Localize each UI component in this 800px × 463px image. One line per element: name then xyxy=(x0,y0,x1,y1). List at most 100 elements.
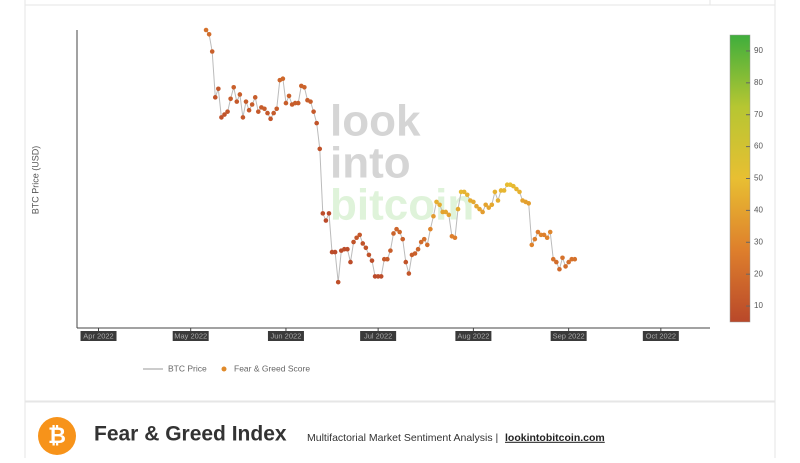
watermark-text: look xyxy=(330,97,421,146)
x-tick-label-bg xyxy=(80,331,117,341)
x-tick-label: May 2022 xyxy=(174,331,207,340)
legend-label: BTC Price xyxy=(168,363,207,373)
score-point xyxy=(317,146,323,152)
score-point xyxy=(535,229,541,235)
score-point xyxy=(369,258,375,263)
score-point xyxy=(274,106,280,112)
footer-link[interactable]: lookintobitcoin.com xyxy=(505,432,605,444)
score-point xyxy=(474,203,479,209)
score-point xyxy=(216,86,221,92)
x-tick-label: Apr 2022 xyxy=(83,331,113,340)
score-point xyxy=(532,236,538,242)
score-point xyxy=(406,271,412,276)
x-tick-label-bg xyxy=(172,331,209,341)
score-point xyxy=(514,186,519,192)
score-point xyxy=(526,201,532,206)
x-tick-label: Jul 2022 xyxy=(364,331,392,340)
score-point xyxy=(477,206,482,212)
score-point xyxy=(348,259,353,265)
score-point xyxy=(311,109,316,114)
colorbar-tick-label: 40 xyxy=(754,205,763,214)
score-point xyxy=(366,252,372,258)
score-point xyxy=(550,256,556,262)
score-point xyxy=(428,226,433,232)
score-point xyxy=(400,236,406,242)
score-point xyxy=(415,246,421,252)
colorbar-tick-label: 10 xyxy=(754,301,763,310)
legend-label: Fear & Greed Score xyxy=(234,363,310,373)
score-point xyxy=(271,110,276,116)
score-point xyxy=(443,209,449,215)
score-point xyxy=(544,235,550,241)
score-point xyxy=(351,239,356,245)
score-point xyxy=(240,115,246,120)
score-point xyxy=(314,120,319,126)
score-point xyxy=(225,109,230,114)
score-point xyxy=(326,211,332,216)
score-point xyxy=(203,27,209,33)
score-point xyxy=(332,249,338,255)
x-tick-label-bg xyxy=(642,331,679,341)
score-point xyxy=(234,99,240,104)
colorbar-tick-label: 90 xyxy=(754,46,763,55)
score-point xyxy=(206,31,212,37)
x-tick-label-bg xyxy=(267,331,304,341)
score-point xyxy=(483,202,488,208)
logo-circle xyxy=(38,417,76,455)
score-point xyxy=(563,264,568,269)
score-point xyxy=(425,242,430,248)
score-point xyxy=(554,259,559,265)
score-point xyxy=(231,85,237,90)
score-point xyxy=(222,112,227,117)
colorbar-tick-label: 70 xyxy=(754,110,763,119)
score-point xyxy=(280,76,286,82)
score-point xyxy=(255,109,261,114)
score-point xyxy=(320,211,326,216)
score-point xyxy=(431,213,436,219)
score-point xyxy=(418,239,424,245)
colorbar-tick-label: 50 xyxy=(754,174,763,183)
score-point xyxy=(385,256,390,262)
score-point xyxy=(209,49,215,54)
footer-subtitle: Multifactorial Market Sentiment Analysis… xyxy=(307,432,498,444)
score-point xyxy=(391,231,396,236)
score-point xyxy=(560,255,565,261)
score-point xyxy=(323,218,329,223)
score-point xyxy=(541,232,547,238)
score-point xyxy=(212,95,218,100)
x-tick-label: Oct 2022 xyxy=(646,331,676,340)
score-point xyxy=(243,99,249,104)
score-point xyxy=(394,226,399,232)
score-point xyxy=(237,92,243,97)
score-point xyxy=(461,189,467,195)
x-tick-label-bg xyxy=(550,331,587,341)
colorbar-tick-label: 80 xyxy=(754,78,763,87)
score-point xyxy=(265,110,270,116)
score-point xyxy=(547,229,553,235)
score-point xyxy=(511,183,516,189)
x-tick-label-bg xyxy=(455,331,492,341)
score-point xyxy=(388,248,393,253)
score-point xyxy=(471,199,476,205)
score-point xyxy=(357,232,362,238)
score-point xyxy=(434,199,439,205)
colorbar-tick-label: 20 xyxy=(754,269,763,278)
x-tick-label: Aug 2022 xyxy=(457,331,489,340)
score-point xyxy=(480,209,485,215)
score-point xyxy=(295,100,301,106)
score-point xyxy=(572,256,578,262)
colorbar-tick-label: 30 xyxy=(754,237,763,246)
score-point xyxy=(501,188,507,193)
score-point xyxy=(360,241,366,246)
x-tick-label-bg xyxy=(360,331,397,341)
score-point xyxy=(246,107,252,113)
x-tick-label: Sep 2022 xyxy=(553,331,585,340)
score-point xyxy=(249,102,255,107)
score-point xyxy=(412,251,418,256)
score-point xyxy=(262,106,267,112)
score-point xyxy=(397,229,402,235)
x-tick-label: Jun 2022 xyxy=(271,331,302,340)
score-point xyxy=(378,274,384,279)
score-point xyxy=(403,259,409,265)
colorbar-tick-label: 60 xyxy=(754,142,763,151)
